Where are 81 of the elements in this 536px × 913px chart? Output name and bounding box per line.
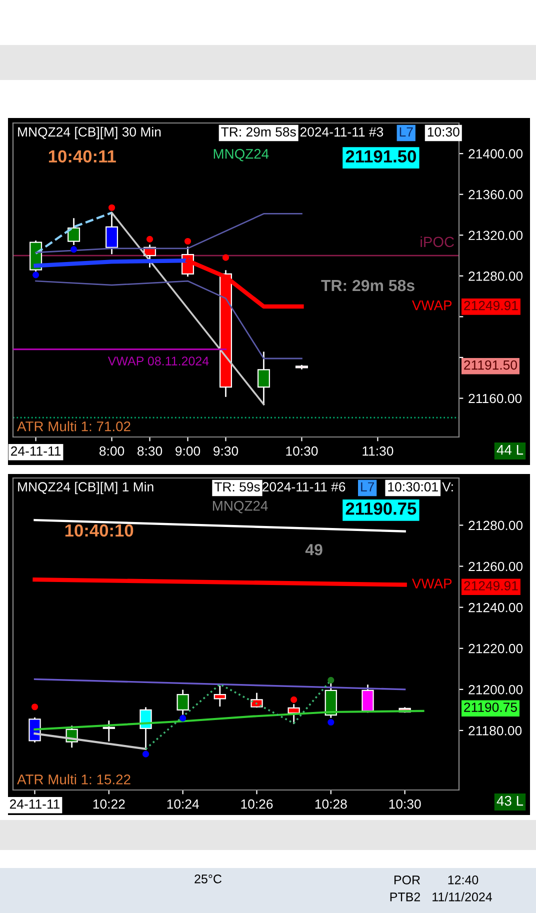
annotation: 49 bbox=[305, 544, 322, 556]
point bbox=[184, 238, 192, 245]
y-tick-label: 21220.00 bbox=[468, 644, 523, 654]
annotation: L7 bbox=[400, 127, 413, 136]
point bbox=[108, 204, 116, 211]
annotation: 10:40:11 bbox=[48, 150, 116, 163]
text: 12:40 bbox=[448, 876, 478, 884]
annotation: TR: 29m 58s bbox=[221, 127, 296, 137]
annotation: MNQZ24 bbox=[214, 148, 269, 162]
point bbox=[290, 696, 298, 703]
candlestick bbox=[214, 686, 226, 707]
x-tick-label: 10:28 bbox=[315, 799, 347, 809]
text: 21249.91 bbox=[464, 300, 518, 310]
x-tick-label: 11:30 bbox=[362, 446, 394, 456]
annotation: 10:30:01 bbox=[388, 482, 438, 492]
x-tick-label: 8:00 bbox=[100, 446, 124, 456]
annotation: V: bbox=[442, 482, 453, 492]
y-tick-label: 21280.00 bbox=[468, 520, 523, 530]
text: 21190.75 bbox=[464, 702, 517, 712]
candlestick bbox=[106, 213, 118, 254]
candlestick bbox=[250, 692, 263, 708]
text: PTB2 bbox=[390, 892, 420, 902]
point bbox=[328, 718, 334, 726]
candlestick bbox=[257, 352, 270, 406]
y-tick-label: 21360.00 bbox=[468, 190, 523, 200]
x-tick-label: 24-11-11 bbox=[11, 446, 61, 456]
text: 43 L bbox=[496, 796, 524, 806]
chart-title: MNQZ24 [CB][M] 1 Min bbox=[18, 482, 154, 494]
annotation: 10:40:10 bbox=[65, 524, 134, 537]
text: 44 L bbox=[496, 445, 524, 455]
candlestick bbox=[102, 720, 115, 742]
series-label: VWAP 08.11.2024 bbox=[108, 356, 209, 366]
y-tick-label: 21180.00 bbox=[468, 726, 522, 736]
x-tick-label: 8:30 bbox=[138, 446, 162, 456]
annotation: 10:30 bbox=[428, 127, 460, 137]
y-tick-label: 21260.00 bbox=[468, 562, 523, 572]
point bbox=[70, 246, 78, 253]
candlestick bbox=[176, 690, 189, 715]
point bbox=[146, 236, 154, 243]
text: 11/11/2024 bbox=[432, 892, 492, 902]
text: POR bbox=[394, 876, 420, 884]
annotation: ATR Multi 1: 71.02 bbox=[17, 421, 130, 432]
x-tick-label: 10:22 bbox=[93, 799, 125, 809]
x-tick-label: 10:26 bbox=[241, 799, 273, 809]
x-tick-label: 24-11-11 bbox=[10, 799, 60, 809]
candlestick bbox=[68, 218, 80, 246]
chart-title: MNQZ24 [CB][M] 30 Min bbox=[18, 126, 161, 140]
annotation: ATR Multi 1: 15.22 bbox=[17, 774, 130, 784]
x-tick-label: 9:30 bbox=[214, 446, 238, 456]
annotation: 2024-11-11 #3 bbox=[300, 127, 384, 137]
point bbox=[180, 714, 186, 722]
annotation: TR: 29m 58s bbox=[321, 280, 414, 292]
point bbox=[32, 272, 40, 278]
text: 21191.50 bbox=[464, 360, 518, 370]
point bbox=[31, 704, 38, 710]
y-tick-label: 21400.00 bbox=[468, 149, 523, 158]
text: 25°C bbox=[194, 874, 222, 884]
x-tick-label: 10:24 bbox=[167, 799, 199, 809]
annotation: MNQZ24 bbox=[212, 500, 268, 514]
y-tick-label: 21320.00 bbox=[468, 230, 523, 240]
candlestick bbox=[140, 707, 152, 750]
text: 21249.91 bbox=[464, 581, 518, 590]
legend-label: VWAP bbox=[412, 578, 452, 588]
legend-label: VWAP bbox=[412, 300, 452, 310]
annotation: 21190.75 bbox=[346, 502, 416, 515]
x-tick-label: 10:30 bbox=[286, 446, 318, 456]
ref-line-label: iPOC bbox=[420, 236, 454, 248]
point bbox=[142, 750, 150, 758]
y-tick-label: 21200.00 bbox=[468, 684, 523, 694]
y-tick-label: 21240.00 bbox=[468, 602, 523, 612]
y-tick-label: 21160.00 bbox=[468, 394, 522, 404]
annotation: 2024-11-11 #6 bbox=[262, 482, 346, 492]
x-tick-label: 10:30 bbox=[389, 799, 421, 809]
point bbox=[222, 254, 230, 261]
annotation: L7 bbox=[361, 482, 374, 492]
y-tick-label: 21280.00 bbox=[468, 271, 523, 281]
line-series bbox=[34, 710, 424, 730]
point bbox=[328, 676, 334, 684]
annotation: 21191.50 bbox=[346, 150, 416, 163]
annotation: TR: 59s bbox=[214, 482, 260, 492]
x-tick-label: 9:00 bbox=[176, 446, 200, 456]
